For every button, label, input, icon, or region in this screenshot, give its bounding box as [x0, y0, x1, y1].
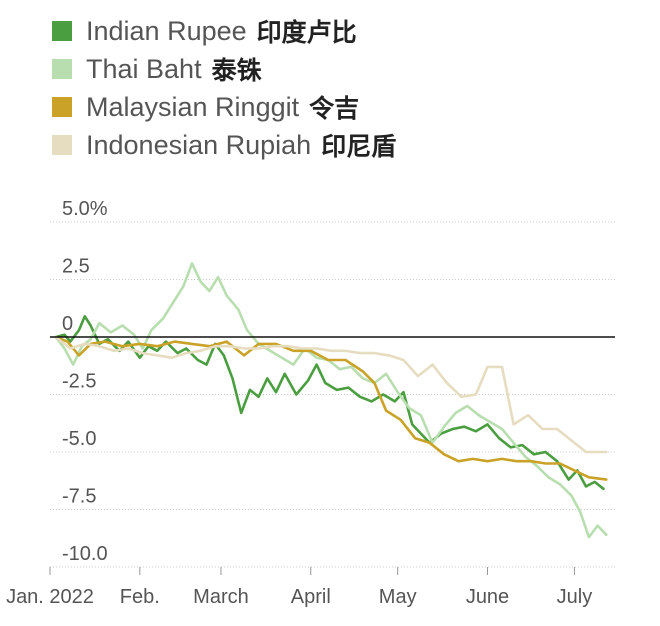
x-tick-label: Jan. 2022 [6, 586, 94, 608]
x-tick-label: June [466, 586, 509, 608]
chart-axes: 5.0% 2.5 0 -2.5 -5.0 -7.5 -10.0 Jan. 2022 Feb. Ma… [6, 198, 615, 608]
y-tick-label: -10.0 [62, 543, 108, 565]
series-line [54, 315, 605, 491]
legend-label-cn: 令吉 [309, 94, 360, 123]
x-tick-label: Feb. [120, 586, 160, 608]
y-tick-label: 2.5 [62, 256, 90, 278]
x-tick-label: July [557, 586, 593, 608]
chart-grid [50, 221, 615, 568]
legend: Indian Rupee 印度卢比 Thai Baht 泰铢 Malaysian… [52, 12, 396, 164]
legend-swatch [52, 97, 72, 117]
legend-label: Malaysian Ringgit [86, 91, 300, 122]
legend-item-thai-baht: Thai Baht 泰铢 [52, 50, 396, 88]
legend-label-cn: 印尼盾 [321, 132, 397, 161]
legend-label-cn: 泰铢 [211, 56, 262, 85]
legend-item-indian-rupee: Indian Rupee 印度卢比 [52, 12, 396, 50]
legend-label-cn: 印度卢比 [256, 18, 357, 47]
x-tick-label: May [379, 586, 417, 608]
legend-swatch [52, 21, 72, 41]
x-tick-label: April [291, 586, 331, 608]
series-line [54, 335, 608, 454]
legend-label: Indian Rupee [86, 15, 247, 46]
y-tick-label: -7.5 [62, 486, 96, 508]
series-line [54, 262, 608, 539]
legend-item-malaysian-ringgit: Malaysian Ringgit 令吉 [52, 88, 396, 126]
legend-swatch [52, 135, 72, 155]
legend-item-indonesian-rupiah: Indonesian Rupiah 印尼盾 [52, 126, 396, 164]
chart-series [54, 262, 608, 539]
legend-label: Thai Baht [86, 53, 202, 84]
legend-swatch [52, 59, 72, 79]
x-tick-label: March [193, 586, 249, 608]
series-line [54, 335, 608, 481]
y-tick-label: 5.0% [62, 198, 108, 220]
y-tick-label: -2.5 [62, 371, 96, 393]
legend-label: Indonesian Rupiah [86, 129, 312, 160]
y-tick-label: 0 [62, 313, 73, 335]
y-tick-label: -5.0 [62, 428, 96, 450]
